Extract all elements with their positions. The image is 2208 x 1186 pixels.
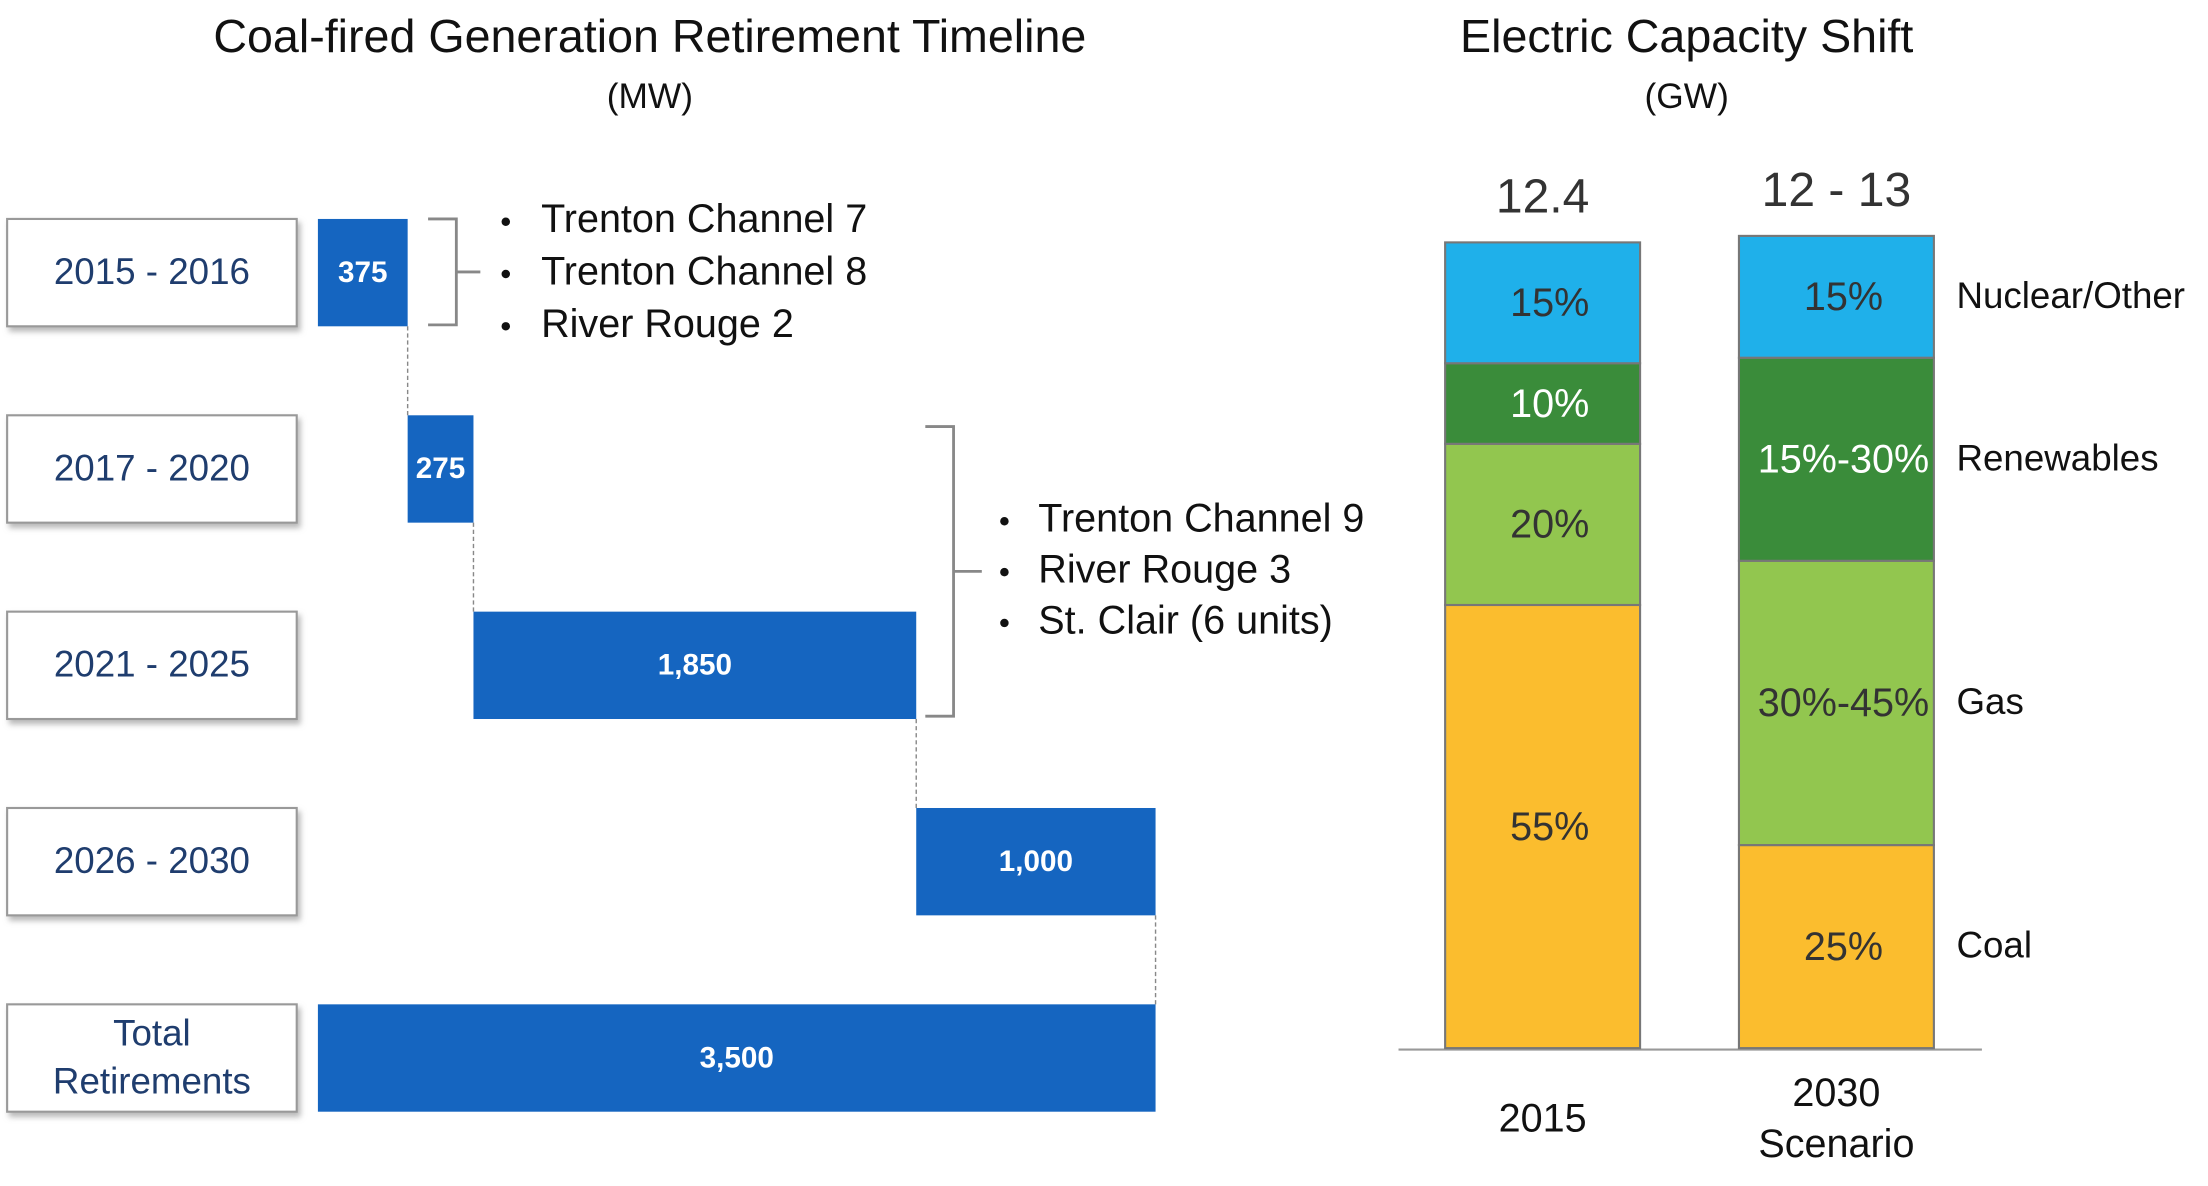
category-label-box: 2021 - 2025	[53, 642, 250, 686]
segment-label: 15%	[1510, 281, 1589, 325]
category-label-box: 2015 - 2016	[53, 250, 250, 293]
segment-label: 15%	[1804, 275, 1883, 319]
bullet	[501, 269, 511, 279]
chart-subtitle: (MW)	[607, 77, 693, 116]
annotation-item: River Rouge 3	[1038, 548, 1291, 592]
category-label: 2017 - 2020	[53, 446, 250, 489]
legend-label: Renewables	[1956, 437, 2158, 478]
category-label: 2021 - 2025	[53, 642, 250, 686]
annotation-item: Trenton Channel 9	[1038, 497, 1364, 541]
x-tick-label: 2030 Scenario	[1758, 1070, 1915, 1166]
bar	[473, 611, 917, 720]
category-box	[6, 414, 298, 524]
bar-label: 3,500	[700, 1041, 774, 1074]
bullet	[501, 217, 511, 227]
total-label: 12 - 13	[1762, 164, 1912, 217]
bar	[317, 1004, 1156, 1112]
bar-segment	[1444, 603, 1642, 1050]
bar-segment	[1737, 559, 1935, 847]
legend-label: Gas	[1956, 681, 2023, 722]
category-label-box: 2026 - 2030	[53, 839, 250, 882]
annotation-item: Trenton Channel 7	[541, 197, 867, 241]
bar	[317, 218, 408, 327]
x-tick-label: 2015	[1498, 1095, 1587, 1140]
segment-label: 15%-30%	[1758, 438, 1929, 482]
bar-label: 375	[338, 256, 387, 289]
bar-label: 1,000	[999, 845, 1073, 878]
legend-label: Nuclear/Other	[1956, 275, 2185, 316]
bullet	[501, 322, 511, 331]
segment-label: 10%	[1510, 382, 1589, 426]
bullet	[1000, 618, 1009, 628]
bar	[407, 415, 474, 523]
chart-title: Coal-fired Generation Retirement Timelin…	[213, 10, 1086, 62]
chart-title: Electric Capacity Shift	[1460, 10, 1913, 62]
bar-segment	[1444, 442, 1642, 607]
bar-segment	[1737, 844, 1935, 1050]
annotation-item: River Rouge 2	[541, 302, 794, 346]
segment-label: 30%-45%	[1758, 681, 1929, 725]
chart-subtitle: (GW)	[1645, 77, 1729, 116]
segment-label: 55%	[1510, 805, 1589, 849]
segment-label: 25%	[1804, 925, 1883, 969]
bar-segment	[1737, 356, 1935, 562]
bar-segment	[1444, 241, 1642, 365]
x-tick-label-box: 2030 Scenario	[1758, 1070, 1915, 1166]
annotation-item: St. Clair (6 units)	[1038, 598, 1332, 642]
bracket	[428, 217, 481, 327]
category-label: Total Retirements	[52, 1011, 251, 1102]
category-box	[6, 217, 298, 328]
bar-segment	[1737, 234, 1935, 359]
category-label: 2015 - 2016	[53, 250, 250, 293]
bar	[916, 807, 1156, 916]
legend-label: Coal	[1956, 925, 2032, 966]
category-box	[6, 610, 298, 721]
bracket	[925, 425, 982, 718]
bullet	[1000, 567, 1009, 577]
bullet	[1000, 517, 1009, 526]
category-label: 2026 - 2030	[53, 839, 250, 882]
bar-label: 275	[416, 452, 465, 485]
bar-segment	[1444, 362, 1642, 445]
segment-label: 20%	[1510, 503, 1589, 547]
x-tick-label-box: 2015	[1498, 1095, 1587, 1140]
total-label: 12.4	[1496, 171, 1589, 224]
category-label-box: 2017 - 2020	[53, 446, 250, 489]
annotation-item: Trenton Channel 8	[541, 249, 867, 293]
category-box	[6, 1003, 298, 1113]
category-box	[6, 806, 298, 917]
bar-label: 1,850	[658, 649, 732, 682]
category-label-box: Total Retirements	[52, 1011, 251, 1102]
